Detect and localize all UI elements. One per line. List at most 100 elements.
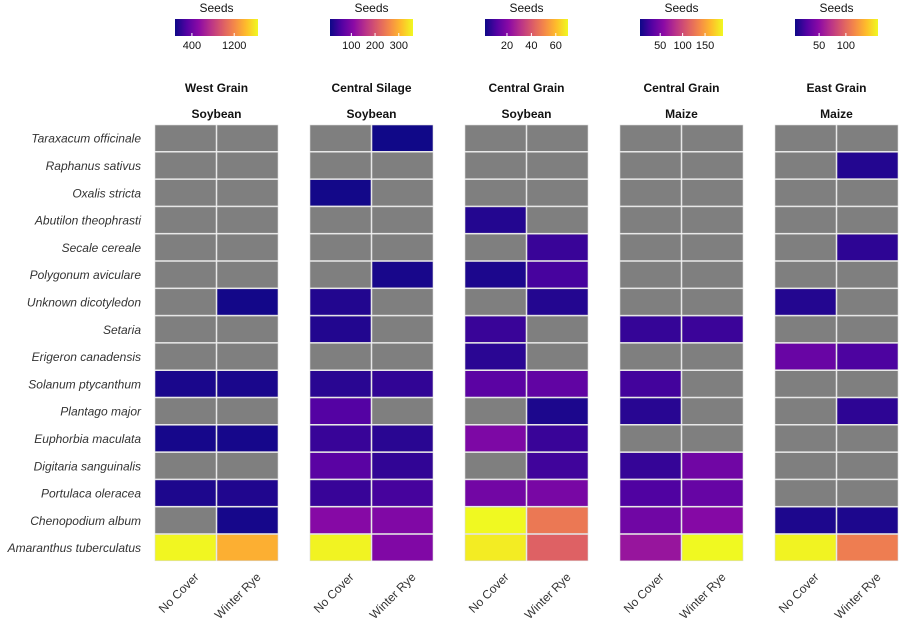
heatmap-cell [154, 343, 217, 370]
heatmap-cell [774, 506, 837, 534]
panel-site-label: Central Grain [643, 81, 719, 95]
legend-title: Seeds [354, 1, 388, 15]
legend-tick-label: 20 [501, 40, 513, 52]
heatmap-cell [681, 261, 744, 289]
heatmap-cell [154, 397, 217, 425]
heatmap-cell [681, 534, 744, 562]
panel-site-label: Central Grain [488, 81, 564, 95]
legend-title: Seeds [664, 1, 698, 15]
heatmap-cell [371, 261, 434, 289]
heatmap-cell [836, 152, 899, 179]
heatmap-cell [154, 261, 217, 289]
heatmap-cell [619, 261, 682, 289]
heatmap-cell [309, 288, 372, 316]
x-tick-label: Winter Rye [212, 570, 264, 622]
heatmap-cell [836, 315, 899, 343]
heatmap-cell [309, 452, 372, 480]
heatmap-cell [836, 343, 899, 370]
heatmap-cell [836, 397, 899, 425]
heatmap-cell [371, 370, 434, 398]
heatmap-cell [619, 452, 682, 480]
heatmap-cell [774, 233, 837, 261]
legend-tick-label: 1200 [222, 40, 246, 52]
heatmap-cell [619, 206, 682, 234]
heatmap-cell [619, 152, 682, 179]
heatmap-cell [836, 452, 899, 480]
panel-site-label: West Grain [185, 81, 248, 95]
legend-tick-label: 50 [813, 40, 825, 52]
heatmap-cell [836, 506, 899, 534]
panel-crop-label: Maize [820, 107, 853, 121]
heatmap-cell [836, 206, 899, 234]
species-label: Secale cereale [62, 241, 142, 255]
heatmap-cell [681, 397, 744, 425]
heatmap-cell [526, 261, 589, 289]
heatmap-cell [526, 233, 589, 261]
legend-tick-label: 100 [342, 40, 360, 52]
species-label: Portulaca oleracea [41, 487, 141, 501]
species-label: Taraxacum officinale [31, 132, 141, 146]
heatmap-cell [526, 424, 589, 452]
species-label: Chenopodium album [30, 514, 141, 528]
legend-tick-label: 60 [550, 40, 562, 52]
heatmap-cell [681, 370, 744, 398]
heatmap-cell [681, 288, 744, 316]
heatmap-cell [371, 424, 434, 452]
species-label: Unknown dicotyledon [27, 295, 141, 309]
legend-tick-label: 300 [390, 40, 408, 52]
heatmap-cell [309, 179, 372, 207]
heatmap-cell [681, 315, 744, 343]
species-label: Raphanus sativus [46, 159, 141, 173]
heatmap-cell [774, 534, 837, 562]
heatmap-cell [619, 370, 682, 398]
heatmap-cell [154, 479, 217, 507]
x-tick-label: No Cover [776, 570, 822, 616]
heatmap-cell [309, 534, 372, 562]
heatmap-cell [774, 152, 837, 179]
x-tick-label: No Cover [311, 570, 357, 616]
heatmap-cell [774, 179, 837, 207]
heatmap-cell [309, 506, 372, 534]
heatmap-cell [774, 315, 837, 343]
panel-site-label: Central Silage [331, 81, 411, 95]
heatmap-cell [464, 343, 527, 370]
heatmap-cell [464, 206, 527, 234]
heatmap-cell [526, 506, 589, 534]
heatmap-cell [464, 370, 527, 398]
heatmap-cell [619, 534, 682, 562]
legend-colorbar [795, 19, 878, 36]
heatmap-cell [774, 124, 837, 152]
panel-4: Central Grain Maize No Cover Winter Rye Seed… [612, 1, 751, 622]
heatmap-cell [681, 206, 744, 234]
heatmap-cell [464, 479, 527, 507]
heatmap-cell [309, 315, 372, 343]
panel-1: West Grain Soybean No Cover Winter Rye Seeds… [147, 1, 286, 622]
x-tick-label: No Cover [156, 570, 202, 616]
heatmap-cell [681, 152, 744, 179]
legend-tick-label: 100 [837, 40, 855, 52]
heatmap-cell [371, 152, 434, 179]
species-label: Digitaria sanguinalis [34, 459, 141, 473]
legend-title: Seeds [819, 1, 853, 15]
heatmap-cell [154, 534, 217, 562]
heatmap-cell [154, 206, 217, 234]
heatmap-cell [619, 315, 682, 343]
panel-crop-label: Soybean [346, 107, 396, 121]
heatmap-cell [836, 233, 899, 261]
panel-crop-label: Maize [665, 107, 698, 121]
heatmap-cell [681, 343, 744, 370]
heatmap-cell [619, 424, 682, 452]
heatmap-cell [216, 261, 279, 289]
heatmap-cell [371, 452, 434, 480]
heatmap-cell [526, 343, 589, 370]
heatmap-cell [216, 206, 279, 234]
heatmap-cell [464, 288, 527, 316]
legend-colorbar [330, 19, 413, 36]
heatmap-cell [464, 534, 527, 562]
heatmap-cell [526, 397, 589, 425]
heatmap-cell [681, 179, 744, 207]
species-label: Abutilon theophrasti [34, 214, 141, 228]
species-label: Setaria [103, 323, 141, 337]
species-label: Polygonum aviculare [30, 268, 142, 282]
heatmap-cell [774, 288, 837, 316]
